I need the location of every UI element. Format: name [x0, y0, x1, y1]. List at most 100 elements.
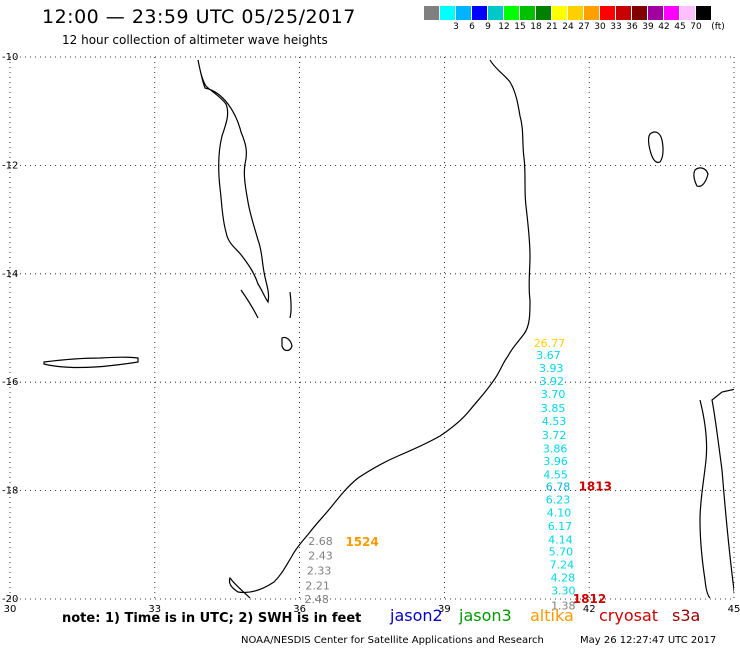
lon-tick-label: 45	[728, 604, 740, 615]
legend-swatch	[456, 6, 472, 20]
satellite-name: jason2	[390, 606, 443, 625]
legend-tick-label: 42	[658, 22, 670, 32]
chart-subtitle: 12 hour collection of altimeter wave hei…	[62, 33, 328, 47]
mainland-coastline	[197, 59, 734, 595]
legend-swatch	[520, 6, 536, 20]
wave-height-label: 3.67	[536, 349, 561, 362]
lake-outline	[240, 289, 292, 319]
legend-tick-label: 45	[674, 22, 686, 32]
legend-tick-label: 21	[546, 22, 558, 32]
wave-height-marks: 26.773.673.933.923.703.854.533.723.863.9…	[304, 337, 612, 612]
lat-tick-label: -16	[2, 377, 18, 388]
lon-tick-label: 42	[583, 604, 596, 615]
generated-timestamp: May 26 12:27:47 UTC 2017	[580, 635, 717, 646]
wave-height-label: 5.70	[549, 545, 574, 558]
legend-tick-label: 18	[530, 22, 542, 32]
satellite-name: altika	[530, 606, 574, 625]
satellite-name: s3a	[672, 606, 701, 625]
coastlines	[43, 59, 734, 599]
legend-swatch	[472, 6, 488, 20]
wave-height-label: 2.48	[304, 593, 329, 606]
legend-tick-label: 33	[610, 22, 622, 32]
wave-height-label: 6.17	[548, 520, 573, 533]
wave-height-label: 2.21	[305, 579, 330, 592]
wave-height-label: 6.78	[546, 480, 571, 493]
comoros-island-1	[647, 131, 664, 163]
chart-title: 12:00 — 23:59 UTC 05/25/2017	[42, 6, 356, 28]
wave-height-label: 6.23	[546, 493, 571, 506]
lon-tick-label: 30	[4, 604, 17, 615]
lon-tick-label: 36	[293, 604, 306, 615]
legend-tick-label: 24	[562, 22, 574, 32]
lon-tick-label: 33	[148, 604, 161, 615]
wave-height-label: 4.10	[547, 506, 572, 519]
legend-tick-label: 27	[578, 22, 590, 32]
wave-height-label: 4.55	[543, 468, 568, 481]
wave-height-label: 2.68	[308, 535, 333, 548]
wave-height-label: 3.72	[542, 429, 567, 442]
legend-swatch	[616, 6, 632, 20]
wave-height-label: 3.85	[541, 402, 566, 415]
legend-swatch	[440, 6, 456, 20]
legend-tick-label: 9	[485, 22, 491, 32]
satellite-name: jason3	[459, 606, 512, 625]
legend-tick-label: 3	[453, 22, 459, 32]
lat-tick-label: -10	[2, 52, 18, 63]
legend-tick-label: 70	[690, 22, 702, 32]
legend-swatch	[664, 6, 680, 20]
legend-swatch	[632, 6, 648, 20]
pass-time-label: 1812	[573, 592, 606, 606]
legend-labels: 3 6 9 12 15 18 21 24 27 30 33 36 39 42 45 70 (ft)	[424, 22, 740, 36]
color-legend	[424, 6, 712, 20]
wave-height-label: 4.53	[542, 415, 567, 428]
east-coast	[699, 399, 711, 599]
wave-height-label: 26.77	[534, 337, 566, 350]
wave-height-label: 3.93	[539, 362, 564, 375]
legend-swatch	[584, 6, 600, 20]
wave-height-label: 2.43	[308, 550, 333, 563]
legend-swatch	[536, 6, 552, 20]
legend-swatch	[696, 6, 712, 20]
lat-tick-label: -20	[2, 594, 18, 605]
legend-swatch	[600, 6, 616, 20]
legend-swatch	[568, 6, 584, 20]
wave-height-label: 1.38	[551, 600, 576, 613]
lat-tick-label: -14	[2, 269, 18, 280]
legend-swatch	[552, 6, 568, 20]
legend-tick-label: 36	[626, 22, 638, 32]
lat-tick-label: -18	[2, 486, 18, 497]
lat-tick-label: -12	[2, 160, 18, 171]
credit-text: NOAA/NESDIS Center for Satellite Applica…	[241, 635, 544, 646]
wave-height-label: 3.70	[541, 388, 566, 401]
wave-height-label: 3.96	[543, 455, 568, 468]
grid-lines	[9, 56, 735, 600]
units-note: note: 1) Time is in UTC; 2) SWH is in fe…	[62, 611, 362, 626]
map-frame	[10, 57, 734, 599]
wave-height-label: 3.92	[539, 375, 564, 388]
wave-height-label: 7.24	[550, 558, 575, 571]
legend-tick-label: 12	[498, 22, 510, 32]
legend-tick-label: 39	[642, 22, 654, 32]
wave-height-label: 3.86	[543, 442, 568, 455]
legend-swatch	[504, 6, 520, 20]
pass-time-label: 1813	[579, 479, 612, 493]
lon-tick-label: 39	[438, 604, 451, 615]
island-small	[281, 336, 293, 352]
legend-tick-label: 6	[469, 22, 475, 32]
comoros-island-2	[693, 167, 709, 187]
satellite-name: cryosat	[599, 606, 659, 625]
axis-labels: 30 33 36 39 42 45 -10 -12 -14 -16 -18 -20	[2, 52, 740, 615]
legend-tick-label: 15	[514, 22, 526, 32]
pass-time-label: 1524	[345, 535, 378, 549]
legend-swatch	[648, 6, 664, 20]
legend-swatch	[488, 6, 504, 20]
island-west	[43, 356, 139, 369]
legend-unit: (ft)	[711, 22, 725, 32]
wave-height-label: 2.33	[307, 564, 332, 577]
legend-swatch	[680, 6, 696, 20]
wave-height-label: 4.28	[551, 571, 576, 584]
coast-south	[228, 59, 531, 599]
wave-height-label: 3.30	[551, 584, 576, 597]
legend-tick-label: 30	[594, 22, 606, 32]
